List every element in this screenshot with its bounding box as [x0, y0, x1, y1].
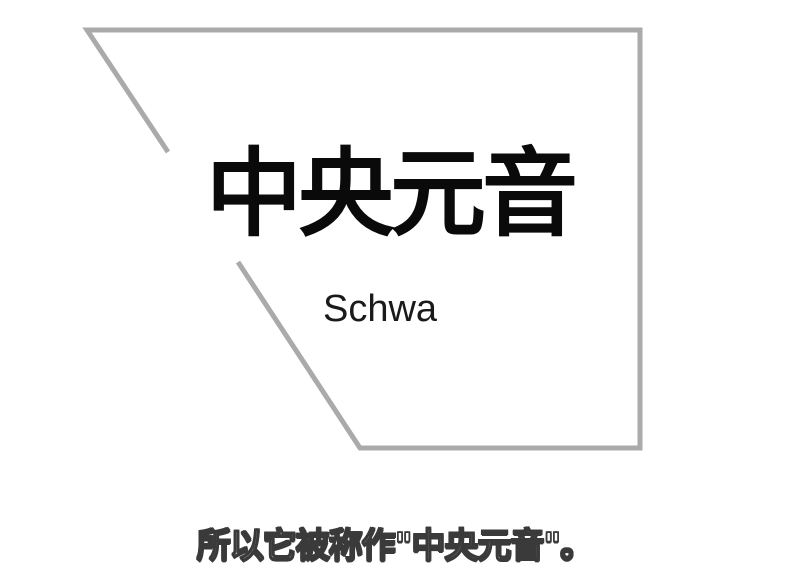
card-subtitle: Schwa	[322, 288, 438, 330]
video-subtitle: 所以它被称作"中央元音"。	[196, 525, 595, 567]
card-title: 中央元音	[206, 137, 578, 250]
frame-upper-edge	[82, 27, 643, 451]
